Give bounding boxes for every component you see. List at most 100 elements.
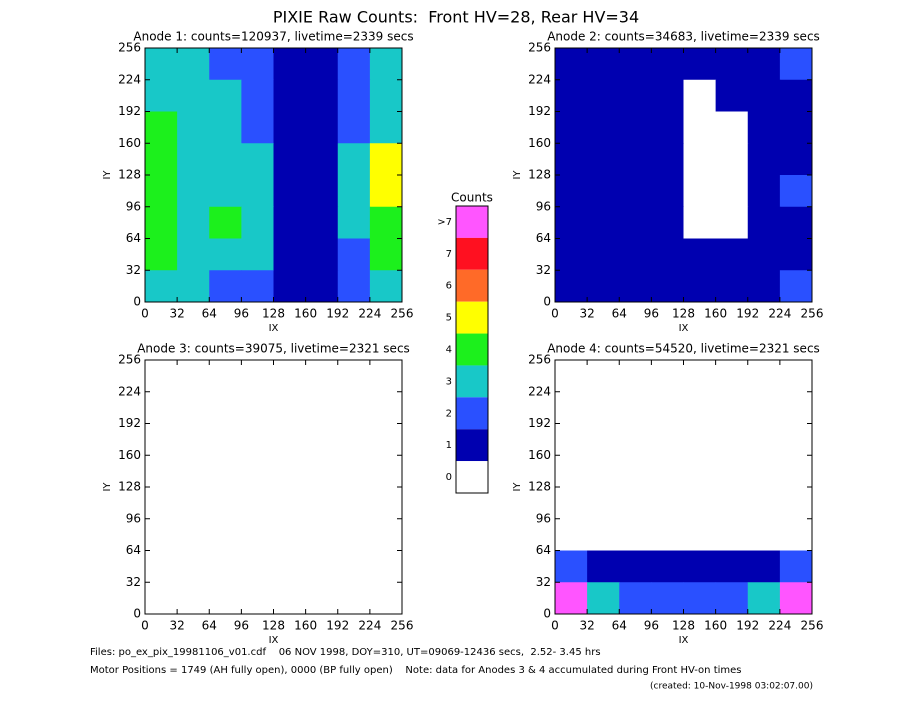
heat-cell (369, 111, 403, 144)
y-tick-label: 192 (118, 104, 141, 118)
heat-cell (177, 455, 210, 488)
heat-cell (337, 455, 371, 488)
heat-cell (177, 423, 210, 456)
y-tick-label: 96 (126, 511, 141, 525)
heat-cell (273, 48, 307, 81)
heat-cell (651, 270, 684, 303)
x-tick-label: 192 (326, 307, 349, 321)
y-tick-label: 224 (118, 384, 141, 398)
y-tick-label: 256 (528, 353, 551, 367)
heat-cell (619, 270, 652, 303)
heat-cell (683, 79, 717, 112)
heat-cell (305, 582, 339, 615)
y-tick-label: 160 (118, 136, 141, 150)
heat-cell (555, 111, 588, 144)
heat-cell (241, 455, 274, 488)
heat-cell (683, 48, 717, 81)
heat-cell (779, 582, 813, 615)
x-tick-label: 96 (234, 619, 249, 633)
heat-cell (683, 518, 717, 551)
heat-cell (209, 238, 242, 271)
heat-cell (651, 79, 684, 112)
y-axis-label: IY (102, 170, 113, 180)
heat-cell (369, 175, 403, 208)
heat-cell (683, 360, 717, 393)
heat-cell (145, 582, 178, 615)
heat-cell (587, 360, 620, 393)
y-tick-label: 32 (126, 263, 141, 277)
heat-cell (587, 143, 620, 176)
heat-cell (241, 79, 274, 112)
colorbar-label: 3 (446, 376, 452, 387)
y-tick-label: 160 (528, 136, 551, 150)
colorbar-label: 6 (446, 281, 452, 292)
heat-cell (145, 111, 178, 144)
x-tick-label: 0 (141, 307, 149, 321)
heat-cell (651, 518, 684, 551)
heat-cell (337, 550, 371, 583)
y-tick-label: 64 (536, 543, 551, 557)
heat-cell (555, 48, 588, 81)
y-axis-label: IY (512, 482, 523, 492)
heat-cell (369, 487, 403, 520)
heat-cell (209, 206, 242, 239)
x-tick-label: 192 (736, 307, 759, 321)
y-tick-label: 224 (118, 72, 141, 86)
x-tick-label: 160 (294, 307, 317, 321)
heat-cell (209, 175, 242, 208)
heat-cell (779, 550, 813, 583)
heat-cell (747, 79, 781, 112)
x-tick-label: 224 (768, 307, 791, 321)
heat-cell (683, 175, 717, 208)
heat-cell (619, 391, 652, 424)
heat-cell (779, 423, 813, 456)
colorbar-label: 4 (446, 345, 452, 356)
colorbar-label: >7 (437, 217, 452, 228)
heat-cell (209, 550, 242, 583)
heat-cell (177, 111, 210, 144)
heat-cell (273, 423, 307, 456)
heat-cell (273, 270, 307, 303)
x-tick-label: 64 (612, 307, 627, 321)
heat-cell (305, 111, 339, 144)
y-tick-label: 128 (528, 480, 551, 494)
y-tick-label: 256 (118, 41, 141, 55)
heat-cell (145, 270, 178, 303)
heat-cell (747, 391, 781, 424)
y-tick-label: 160 (118, 448, 141, 462)
heat-cell (683, 111, 717, 144)
heat-cell (273, 360, 307, 393)
x-tick-label: 128 (672, 619, 695, 633)
heat-cell (241, 143, 274, 176)
heat-cell (779, 487, 813, 520)
heat-cell (555, 270, 588, 303)
heat-cell (555, 206, 588, 239)
heat-cell (337, 206, 371, 239)
heat-cell (683, 238, 717, 271)
heat-cell (587, 79, 620, 112)
y-axis-label: IY (102, 482, 113, 492)
x-tick-label: 64 (202, 307, 217, 321)
heat-cell (587, 487, 620, 520)
heat-cell (651, 360, 684, 393)
y-tick-label: 96 (536, 199, 551, 213)
heat-cell (651, 238, 684, 271)
heat-cell (555, 175, 588, 208)
heat-cell (369, 238, 403, 271)
heat-cell (779, 270, 813, 303)
colorbar-swatch (456, 461, 488, 493)
heat-cell (273, 175, 307, 208)
heat-cell (145, 238, 178, 271)
heat-cell (337, 270, 371, 303)
x-tick-label: 224 (768, 619, 791, 633)
heat-cell (779, 48, 813, 81)
heat-cell (651, 550, 684, 583)
panel-title: Anode 3: counts=39075, livetime=2321 sec… (137, 342, 410, 356)
y-tick-label: 96 (126, 199, 141, 213)
heat-cell (587, 455, 620, 488)
heat-cell (177, 175, 210, 208)
heat-cell (587, 206, 620, 239)
heat-cell (555, 550, 588, 583)
heat-cell (209, 360, 242, 393)
